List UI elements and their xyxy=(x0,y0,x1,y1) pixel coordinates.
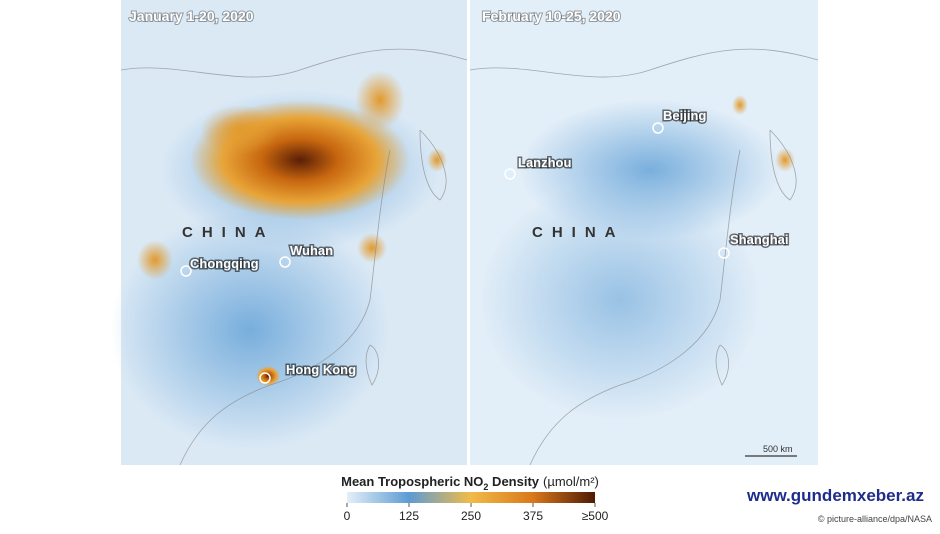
city-marker xyxy=(718,247,730,259)
city-label: Hong Kong xyxy=(286,362,356,377)
city-marker xyxy=(652,122,664,134)
legend-title: Mean Tropospheric NO2 Density (µmol/m²) xyxy=(341,474,599,492)
colorbar-tick-label: 375 xyxy=(523,509,543,523)
panel-title: January 1-20, 2020 xyxy=(129,8,254,24)
country-label: CHINA xyxy=(532,224,625,241)
map-right: February 10-25, 2020 CHINA Beijing Lanzh… xyxy=(469,0,819,466)
panel-title: February 10-25, 2020 xyxy=(482,8,621,24)
colorbar-tick-label: 125 xyxy=(399,509,419,523)
colorbar-tick-label: 0 xyxy=(344,509,351,523)
colorbar-tick-label: ≥500 xyxy=(582,509,609,523)
city-label: Lanzhou xyxy=(518,155,571,170)
legend-subscript: 2 xyxy=(483,482,488,492)
legend-title-end: Density xyxy=(488,474,539,489)
colorbar xyxy=(347,492,595,503)
city-label: Beijing xyxy=(663,108,706,123)
colorbar-tick-label: 250 xyxy=(461,509,481,523)
city-marker xyxy=(180,265,192,277)
city-label: Chongqing xyxy=(190,256,259,271)
map-left: January 1-20, 2020 CHINA Chongqing Wuhan… xyxy=(110,0,468,466)
city-label: Shanghai xyxy=(730,232,789,247)
city-marker xyxy=(504,168,516,180)
watermark: www.gundemxeber.az xyxy=(746,486,924,505)
city-marker xyxy=(259,372,271,384)
credit: © picture-alliance/dpa/NASA xyxy=(818,514,932,524)
scale-label: 500 km xyxy=(763,444,793,454)
city-marker xyxy=(279,256,291,268)
legend-title-text: Mean Tropospheric NO xyxy=(341,474,483,489)
country-label: CHINA xyxy=(182,224,275,241)
legend: Mean Tropospheric NO2 Density (µmol/m²) 0… xyxy=(341,474,609,523)
legend-unit: (µmol/m²) xyxy=(543,474,599,489)
city-label: Wuhan xyxy=(290,243,333,258)
